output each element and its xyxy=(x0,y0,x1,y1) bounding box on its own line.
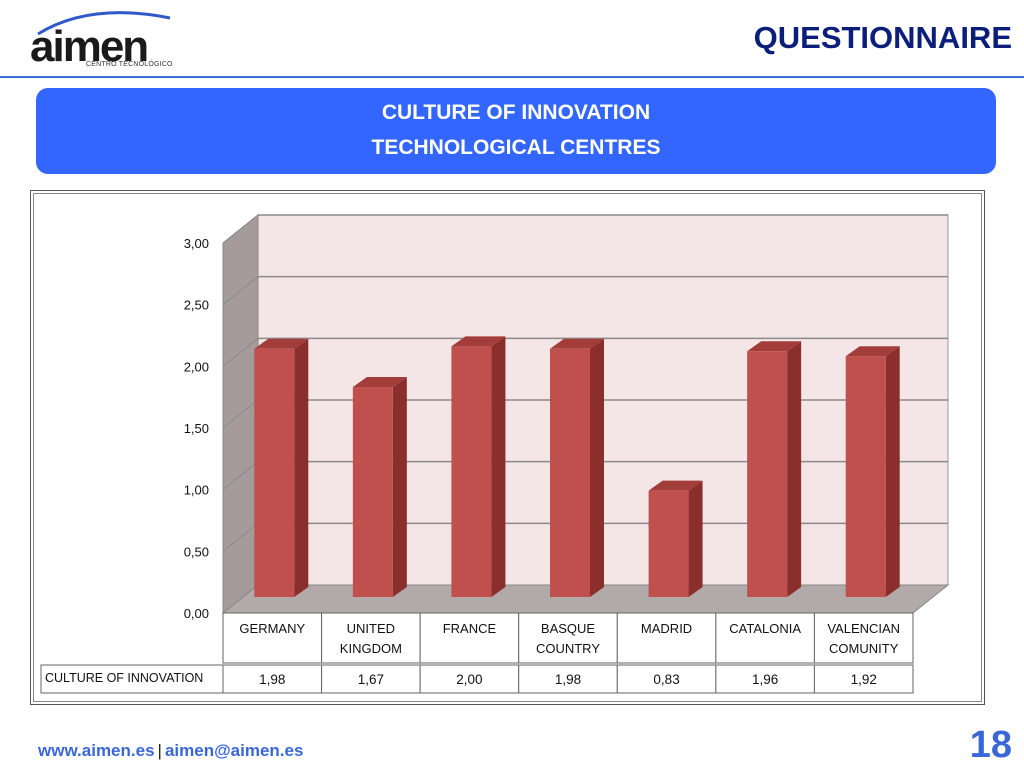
data-value-label: 0,83 xyxy=(653,672,679,687)
chart-gridline-side xyxy=(222,276,259,306)
page-title: QUESTIONNAIRE xyxy=(753,20,1012,55)
table-value-cell xyxy=(616,664,717,694)
table-value-cell xyxy=(321,664,421,694)
x-category-label: GERMANY xyxy=(239,621,305,636)
bar-side xyxy=(491,336,506,597)
table-value-cell xyxy=(419,664,520,694)
table-legend-cell xyxy=(40,664,224,694)
bar-side xyxy=(392,377,407,597)
data-value-label: 1,67 xyxy=(358,672,384,687)
bar xyxy=(352,387,393,597)
logo-arc-icon xyxy=(37,11,171,36)
bar xyxy=(747,351,788,597)
x-category-label: UNITED KINGDOM xyxy=(340,621,402,656)
table-category-cell xyxy=(715,612,815,664)
chart-gridline-side xyxy=(222,399,259,429)
footer-contact: www.aimen.es | aimen@aimen.es xyxy=(38,741,303,761)
table-category-cell xyxy=(222,612,323,664)
bar-top xyxy=(550,338,604,349)
chart-gridline-side xyxy=(222,461,259,491)
bar-chart: 0,00 0,50 1,00 1,50 2,00 2,50 3,00 GERMANY UNITE… xyxy=(40,213,950,694)
chart-gridline-side xyxy=(222,214,259,244)
data-value-label: 1,92 xyxy=(851,672,877,687)
data-value-label: 1,98 xyxy=(555,672,581,687)
data-value-label: 1,98 xyxy=(259,672,285,687)
bar xyxy=(648,490,689,597)
bar-side xyxy=(787,341,802,597)
chart-gridline-side xyxy=(222,337,259,367)
y-tick-label: 2,00 xyxy=(184,359,209,374)
data-value-label: 1,96 xyxy=(752,672,778,687)
bar-top xyxy=(747,341,802,352)
x-category-label: MADRID xyxy=(641,621,692,636)
chart-gridline-side xyxy=(222,522,259,552)
table-category-cell xyxy=(616,612,717,664)
y-tick-label: 0,50 xyxy=(184,544,209,559)
bar-top xyxy=(845,346,900,357)
bar-top xyxy=(648,480,703,491)
x-category-label: FRANCE xyxy=(443,621,497,636)
banner-line-1: CULTURE OF INNOVATION xyxy=(381,101,651,124)
header-divider xyxy=(0,76,1024,78)
table-category-cell xyxy=(813,612,914,664)
bar-side xyxy=(885,346,900,597)
bar xyxy=(550,348,590,597)
bar-top xyxy=(352,377,407,388)
table-category-cell xyxy=(321,612,421,664)
footer-separator: | xyxy=(157,741,162,760)
y-tick-label: 3,00 xyxy=(184,236,209,251)
bar-top xyxy=(451,336,506,347)
aimen-logo: aimen CENTRO TECNOLÓGICO xyxy=(30,8,180,72)
bar xyxy=(845,356,886,597)
series-legend-label: CULTURE OF INNOVATION xyxy=(45,671,203,685)
bar-top xyxy=(254,338,309,349)
table-value-cell xyxy=(715,664,815,694)
bar-side xyxy=(294,338,309,597)
footer-email[interactable]: aimen@aimen.es xyxy=(164,741,304,760)
y-tick-label: 1,50 xyxy=(184,421,209,436)
logo-wordmark: aimen xyxy=(30,22,149,71)
x-category-label: VALENCIAN COMUNITY xyxy=(827,621,900,656)
banner-line-2: TECHNOLOGICAL CENTRES xyxy=(371,136,661,159)
table-value-cell xyxy=(813,664,914,694)
data-value-label: 2,00 xyxy=(456,672,482,687)
y-tick-label: 0,00 xyxy=(184,606,209,621)
x-category-label: BASQUE COUNTRY xyxy=(536,621,600,656)
y-tick-label: 2,50 xyxy=(184,298,209,313)
table-category-cell xyxy=(419,612,520,664)
chart-banner: CULTURE OF INNOVATION TECHNOLOGICAL CENT… xyxy=(36,88,996,174)
bar-side xyxy=(590,338,604,597)
y-tick-label: 1,00 xyxy=(184,483,209,498)
bar xyxy=(451,346,492,597)
bar-side xyxy=(688,480,703,597)
table-value-cell xyxy=(518,664,618,694)
page-number: 18 xyxy=(969,724,1012,766)
table-value-cell xyxy=(222,664,323,694)
table-category-cell xyxy=(518,612,618,664)
x-category-label: CATALONIA xyxy=(729,621,801,636)
footer-website[interactable]: www.aimen.es xyxy=(38,741,155,760)
bar xyxy=(254,348,295,597)
logo-subtitle: CENTRO TECNOLÓGICO xyxy=(86,61,173,68)
chart-frame: 0,00 0,50 1,00 1,50 2,00 2,50 3,00 GERMANY UNITE… xyxy=(30,190,985,705)
